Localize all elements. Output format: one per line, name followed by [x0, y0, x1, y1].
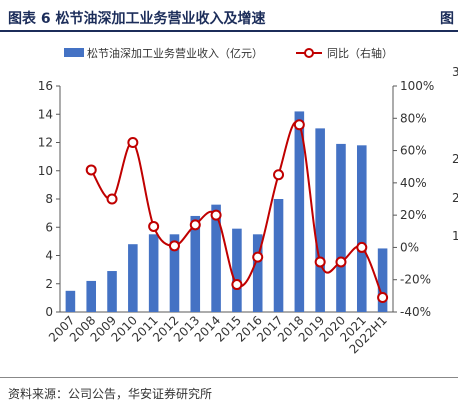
- revenue-bar: [252, 234, 263, 312]
- growth-point: [335, 256, 347, 268]
- left-axis-tick-label: 8: [45, 192, 53, 206]
- legend-bar-swatch: [64, 48, 84, 57]
- revenue-bar: [169, 234, 180, 312]
- revenue-bar: [211, 204, 221, 312]
- growth-point: [356, 241, 368, 253]
- legend-bar-label: 松节油深加工业务营业收入（亿元）: [87, 46, 263, 60]
- growth-point: [106, 193, 118, 205]
- left-axis-tick-label: 10: [38, 164, 53, 178]
- right-axis-tick-label: 60%: [400, 144, 427, 158]
- revenue-bar: [232, 228, 242, 312]
- right-axis-tick-label: 0%: [400, 240, 419, 254]
- legend-line-label: 同比（右轴）: [327, 46, 393, 60]
- neighbor-axis-tick-label: 2: [452, 191, 458, 205]
- revenue-bar: [294, 111, 305, 312]
- right-axis-tick-label: 100%: [400, 79, 434, 93]
- right-axis-tick-label: 40%: [400, 176, 427, 190]
- growth-point: [293, 119, 305, 131]
- left-axis-tick-label: 0: [45, 305, 53, 319]
- right-axis-tick-label: -40%: [400, 305, 431, 319]
- revenue-bar: [356, 145, 367, 312]
- neighbor-axis-tick-label: 1: [452, 229, 458, 243]
- growth-point: [252, 251, 264, 263]
- growth-point: [148, 220, 160, 232]
- left-axis-tick-label: 14: [38, 107, 53, 121]
- revenue-bar: [273, 199, 284, 312]
- right-axis-tick-label: 80%: [400, 111, 427, 125]
- neighbor-axis-tick-label: 2: [452, 152, 458, 166]
- growth-point: [273, 169, 285, 181]
- left-axis-tick-label: 6: [45, 220, 53, 234]
- revenue-bar: [377, 248, 388, 312]
- next-figure-title-fragment: 图: [440, 11, 454, 27]
- revenue-bar: [190, 215, 201, 312]
- revenue-bar: [148, 234, 159, 312]
- left-axis-tick-label: 2: [45, 277, 53, 291]
- plot-area: 0246810121416-40%-20%0%20%40%60%80%100%2…: [38, 79, 435, 356]
- left-axis-tick-label: 4: [45, 249, 53, 263]
- revenue-bar: [86, 280, 97, 312]
- neighbor-figure-axis-fragment: 3 2 2 1: [452, 65, 458, 243]
- revenue-bar: [65, 290, 76, 312]
- growth-point: [377, 291, 389, 303]
- footer-rule: [0, 377, 458, 378]
- right-axis-tick-label: -20%: [400, 273, 431, 287]
- neighbor-axis-tick-label: 3: [452, 65, 458, 79]
- revenue-bar: [107, 271, 117, 312]
- chart-legend: 松节油深加工业务营业收入（亿元） 同比（右轴）: [64, 46, 393, 60]
- title-underline: [0, 30, 458, 32]
- growth-point: [85, 164, 97, 176]
- growth-point: [210, 209, 222, 221]
- growth-point: [231, 279, 243, 291]
- source-note: 资料来源：公司公告，华安证券研究所: [8, 387, 213, 401]
- revenue-bar: [336, 143, 346, 312]
- revenue-bar: [315, 128, 325, 312]
- legend-line-marker: [304, 48, 314, 58]
- left-axis-tick-label: 16: [38, 79, 53, 93]
- right-axis-tick-label: 20%: [400, 208, 427, 222]
- growth-point: [127, 137, 139, 148]
- growth-point: [314, 256, 326, 268]
- growth-point: [168, 240, 180, 252]
- figure-title: 图表 6 松节油深加工业务营业收入及增速: [8, 11, 266, 27]
- left-axis-tick-label: 12: [38, 136, 53, 150]
- growth-point: [189, 219, 201, 231]
- revenue-bar: [128, 244, 138, 312]
